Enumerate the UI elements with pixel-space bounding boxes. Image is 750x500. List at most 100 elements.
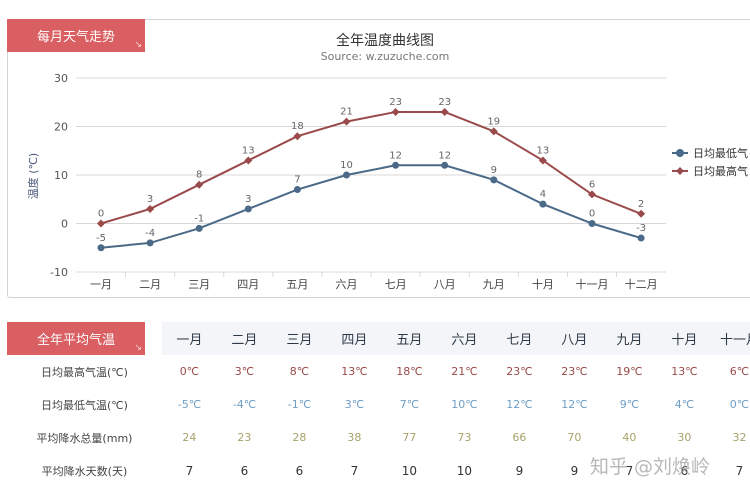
- row-label: 日均最高气温(℃): [40, 365, 128, 379]
- table-cell: 7: [350, 463, 359, 478]
- y-tick-label: 0: [61, 218, 68, 231]
- table-cell: -1℃: [287, 398, 312, 411]
- low-temp-line: [100, 164, 642, 249]
- chart-panel: [7, 19, 750, 298]
- diamond-marker-icon: [672, 167, 688, 175]
- x-tick-label: 六月: [336, 278, 358, 291]
- high-temp-line: [100, 110, 642, 225]
- data-point-high: [538, 156, 547, 165]
- table-cell: 28: [292, 431, 307, 444]
- data-label: 0: [98, 209, 104, 220]
- table-cell: 9: [570, 463, 579, 478]
- table-cell: 4℃: [674, 398, 695, 411]
- legend-item-low[interactable]: 日均最低气: [672, 144, 748, 162]
- data-point-low: [392, 161, 400, 169]
- table-cell: 8℃: [289, 365, 310, 378]
- data-point-high: [391, 107, 400, 116]
- table-row: 平均降水天数(天) 7 6 6 7 10 10 9 9 7 6 7: [7, 454, 750, 487]
- annual-average-tag-label: 全年平均气温: [36, 333, 115, 348]
- data-label: 18: [291, 121, 304, 132]
- data-label: 3: [147, 194, 153, 205]
- table-cell: 24: [182, 431, 197, 444]
- data-point-low: [146, 239, 154, 247]
- data-label: 10: [340, 160, 353, 171]
- month-header: 四月: [326, 322, 382, 355]
- y-tick-label: 10: [54, 169, 68, 182]
- table-cell: 73: [457, 431, 472, 444]
- table-cell: 0℃: [729, 398, 750, 411]
- month-header: 五月: [381, 322, 437, 355]
- table-cell: 66: [512, 431, 527, 444]
- data-point-low: [588, 220, 596, 227]
- table-cell: 6: [240, 463, 249, 478]
- corner-arrow-icon: ↘: [134, 343, 142, 353]
- data-point-low: [637, 234, 645, 242]
- table-cell: 40: [622, 431, 637, 444]
- data-label: 6: [589, 179, 595, 190]
- table-cell: 23: [237, 431, 252, 444]
- table-cell: 12℃: [506, 398, 533, 411]
- data-point-high: [244, 156, 253, 165]
- data-label: 13: [242, 145, 255, 156]
- table-cell: -5℃: [177, 398, 202, 411]
- circle-marker-icon: [672, 149, 688, 157]
- month-header: 六月: [436, 322, 492, 355]
- chart-legend: 日均最低气 日均最高气: [672, 144, 748, 180]
- table-cell: 6: [295, 463, 304, 478]
- data-label: -3: [636, 223, 646, 234]
- data-label: 23: [438, 97, 451, 108]
- data-point-high: [293, 132, 302, 141]
- data-label: 13: [537, 145, 550, 156]
- data-label: 19: [487, 116, 500, 127]
- x-tick-label: 三月: [188, 278, 210, 291]
- legend-item-high[interactable]: 日均最高气: [672, 162, 748, 180]
- table-cell: 7: [735, 463, 744, 478]
- month-header: 十月: [656, 322, 712, 355]
- table-cell: 19℃: [616, 365, 643, 378]
- data-label: -5: [96, 233, 106, 244]
- month-header: 八月: [546, 322, 602, 355]
- data-label: -4: [145, 228, 155, 239]
- x-tick-label: 十月: [532, 277, 554, 291]
- data-point-high: [489, 127, 498, 136]
- data-label: 7: [294, 175, 300, 186]
- month-header: 七月: [491, 322, 547, 355]
- data-label: 3: [245, 194, 251, 205]
- table-cell: 21℃: [451, 365, 478, 378]
- data-point-low: [441, 161, 449, 169]
- data-label: 12: [438, 150, 451, 161]
- table-cell: 32: [732, 431, 747, 444]
- data-point-low: [293, 186, 301, 194]
- data-point-low: [244, 205, 252, 213]
- y-tick-label: -10: [50, 266, 68, 279]
- table-cell: 9℃: [619, 398, 640, 411]
- legend-label-low: 日均最低气: [693, 147, 748, 160]
- x-tick-label: 四月: [237, 278, 259, 291]
- x-tick-label: 五月: [286, 278, 308, 291]
- y-tick-label: 30: [54, 72, 68, 85]
- table-cell: 18℃: [396, 365, 423, 378]
- data-point-high: [146, 204, 155, 213]
- legend-label-high: 日均最高气: [693, 165, 748, 178]
- data-point-high: [97, 219, 105, 228]
- data-point-low: [97, 244, 105, 252]
- data-label: -1: [194, 213, 204, 224]
- table-cell: 10: [401, 463, 418, 478]
- table-cell: 7℃: [399, 398, 420, 411]
- row-label: 平均降水天数(天): [41, 464, 128, 478]
- data-label: 2: [638, 199, 644, 210]
- data-point-high: [440, 107, 449, 116]
- monthly-weather-tag-label: 每月天气走势: [36, 30, 115, 45]
- data-point-low: [343, 171, 350, 179]
- data-point-low: [490, 176, 498, 184]
- data-label: 0: [589, 209, 595, 220]
- x-tick-label: 七月: [385, 278, 407, 291]
- data-point-high: [342, 117, 351, 126]
- y-tick-label: 20: [54, 121, 68, 134]
- table-cell: 70: [567, 431, 582, 444]
- y-axis-label: 温度 (℃): [26, 153, 40, 199]
- x-tick-label: 二月: [139, 278, 161, 291]
- corner-arrow-icon: ↘: [134, 40, 142, 50]
- table-cell: 12℃: [561, 398, 588, 411]
